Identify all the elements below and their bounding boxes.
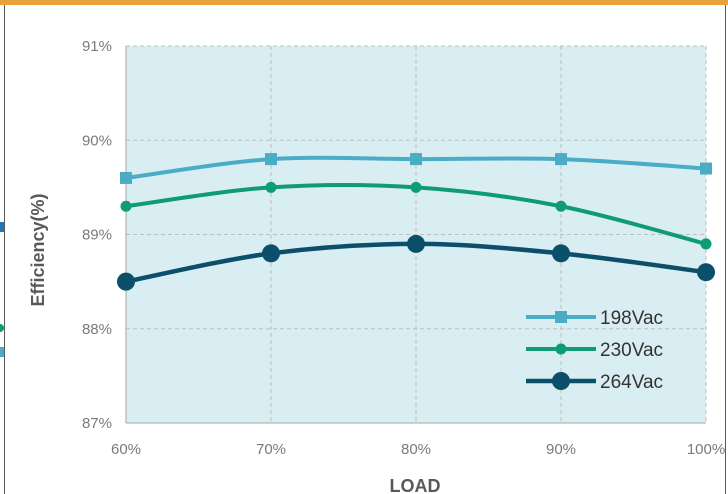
- y-tick-label: 88%: [82, 321, 112, 338]
- data-point: [410, 153, 422, 166]
- data-point: [120, 171, 132, 184]
- series-layer: [117, 153, 715, 291]
- data-point: [552, 244, 570, 263]
- x-tick-label: 80%: [401, 441, 431, 458]
- data-point: [410, 181, 422, 193]
- frame-top-border: [0, 0, 728, 5]
- legend-marker: [555, 311, 567, 323]
- x-tick-label: 60%: [111, 441, 141, 458]
- edge-fragment-marker: [0, 324, 4, 332]
- series-198Vac: [120, 153, 712, 184]
- y-tick-label: 90%: [82, 132, 112, 149]
- x-axis-ticks: 60% 70% 80% 90% 100%: [111, 441, 725, 458]
- y-tick-label: 87%: [82, 415, 112, 432]
- legend-label: 264Vac: [600, 372, 663, 393]
- data-point: [262, 244, 280, 263]
- x-axis-title: LOAD: [390, 476, 441, 494]
- x-tick-label: 70%: [256, 441, 286, 458]
- data-point: [117, 272, 135, 291]
- data-point: [120, 200, 132, 212]
- x-tick-label: 100%: [687, 441, 725, 458]
- y-tick-label: 89%: [82, 227, 112, 244]
- series-264Vac: [117, 234, 715, 291]
- legend-label: 198Vac: [600, 308, 663, 329]
- legend-label: 230Vac: [600, 340, 663, 361]
- edge-fragment-marker: [0, 347, 4, 357]
- series-230Vac: [120, 181, 712, 250]
- data-point: [555, 200, 567, 212]
- data-point: [407, 234, 425, 253]
- data-point: [697, 263, 715, 282]
- legend-item: 230Vac: [526, 340, 663, 361]
- legend-item: 264Vac: [526, 372, 663, 393]
- y-tick-label: 91%: [82, 38, 112, 55]
- legend-marker: [555, 343, 567, 355]
- gridlines: [125, 45, 707, 424]
- y-axis-title: Efficiency(%): [28, 193, 48, 306]
- x-tick-label: 90%: [546, 441, 576, 458]
- legend-item: 198Vac: [526, 308, 663, 329]
- data-point: [700, 162, 712, 175]
- y-axis-ticks: 87% 88% 89% 90% 91%: [82, 38, 112, 432]
- legend-marker: [552, 372, 570, 390]
- legend: 198Vac 230Vac 264Vac: [526, 308, 663, 393]
- data-point: [700, 238, 712, 250]
- edge-fragment-marker: [0, 222, 4, 232]
- data-point: [265, 181, 277, 193]
- data-point: [555, 153, 567, 166]
- data-point: [265, 153, 277, 166]
